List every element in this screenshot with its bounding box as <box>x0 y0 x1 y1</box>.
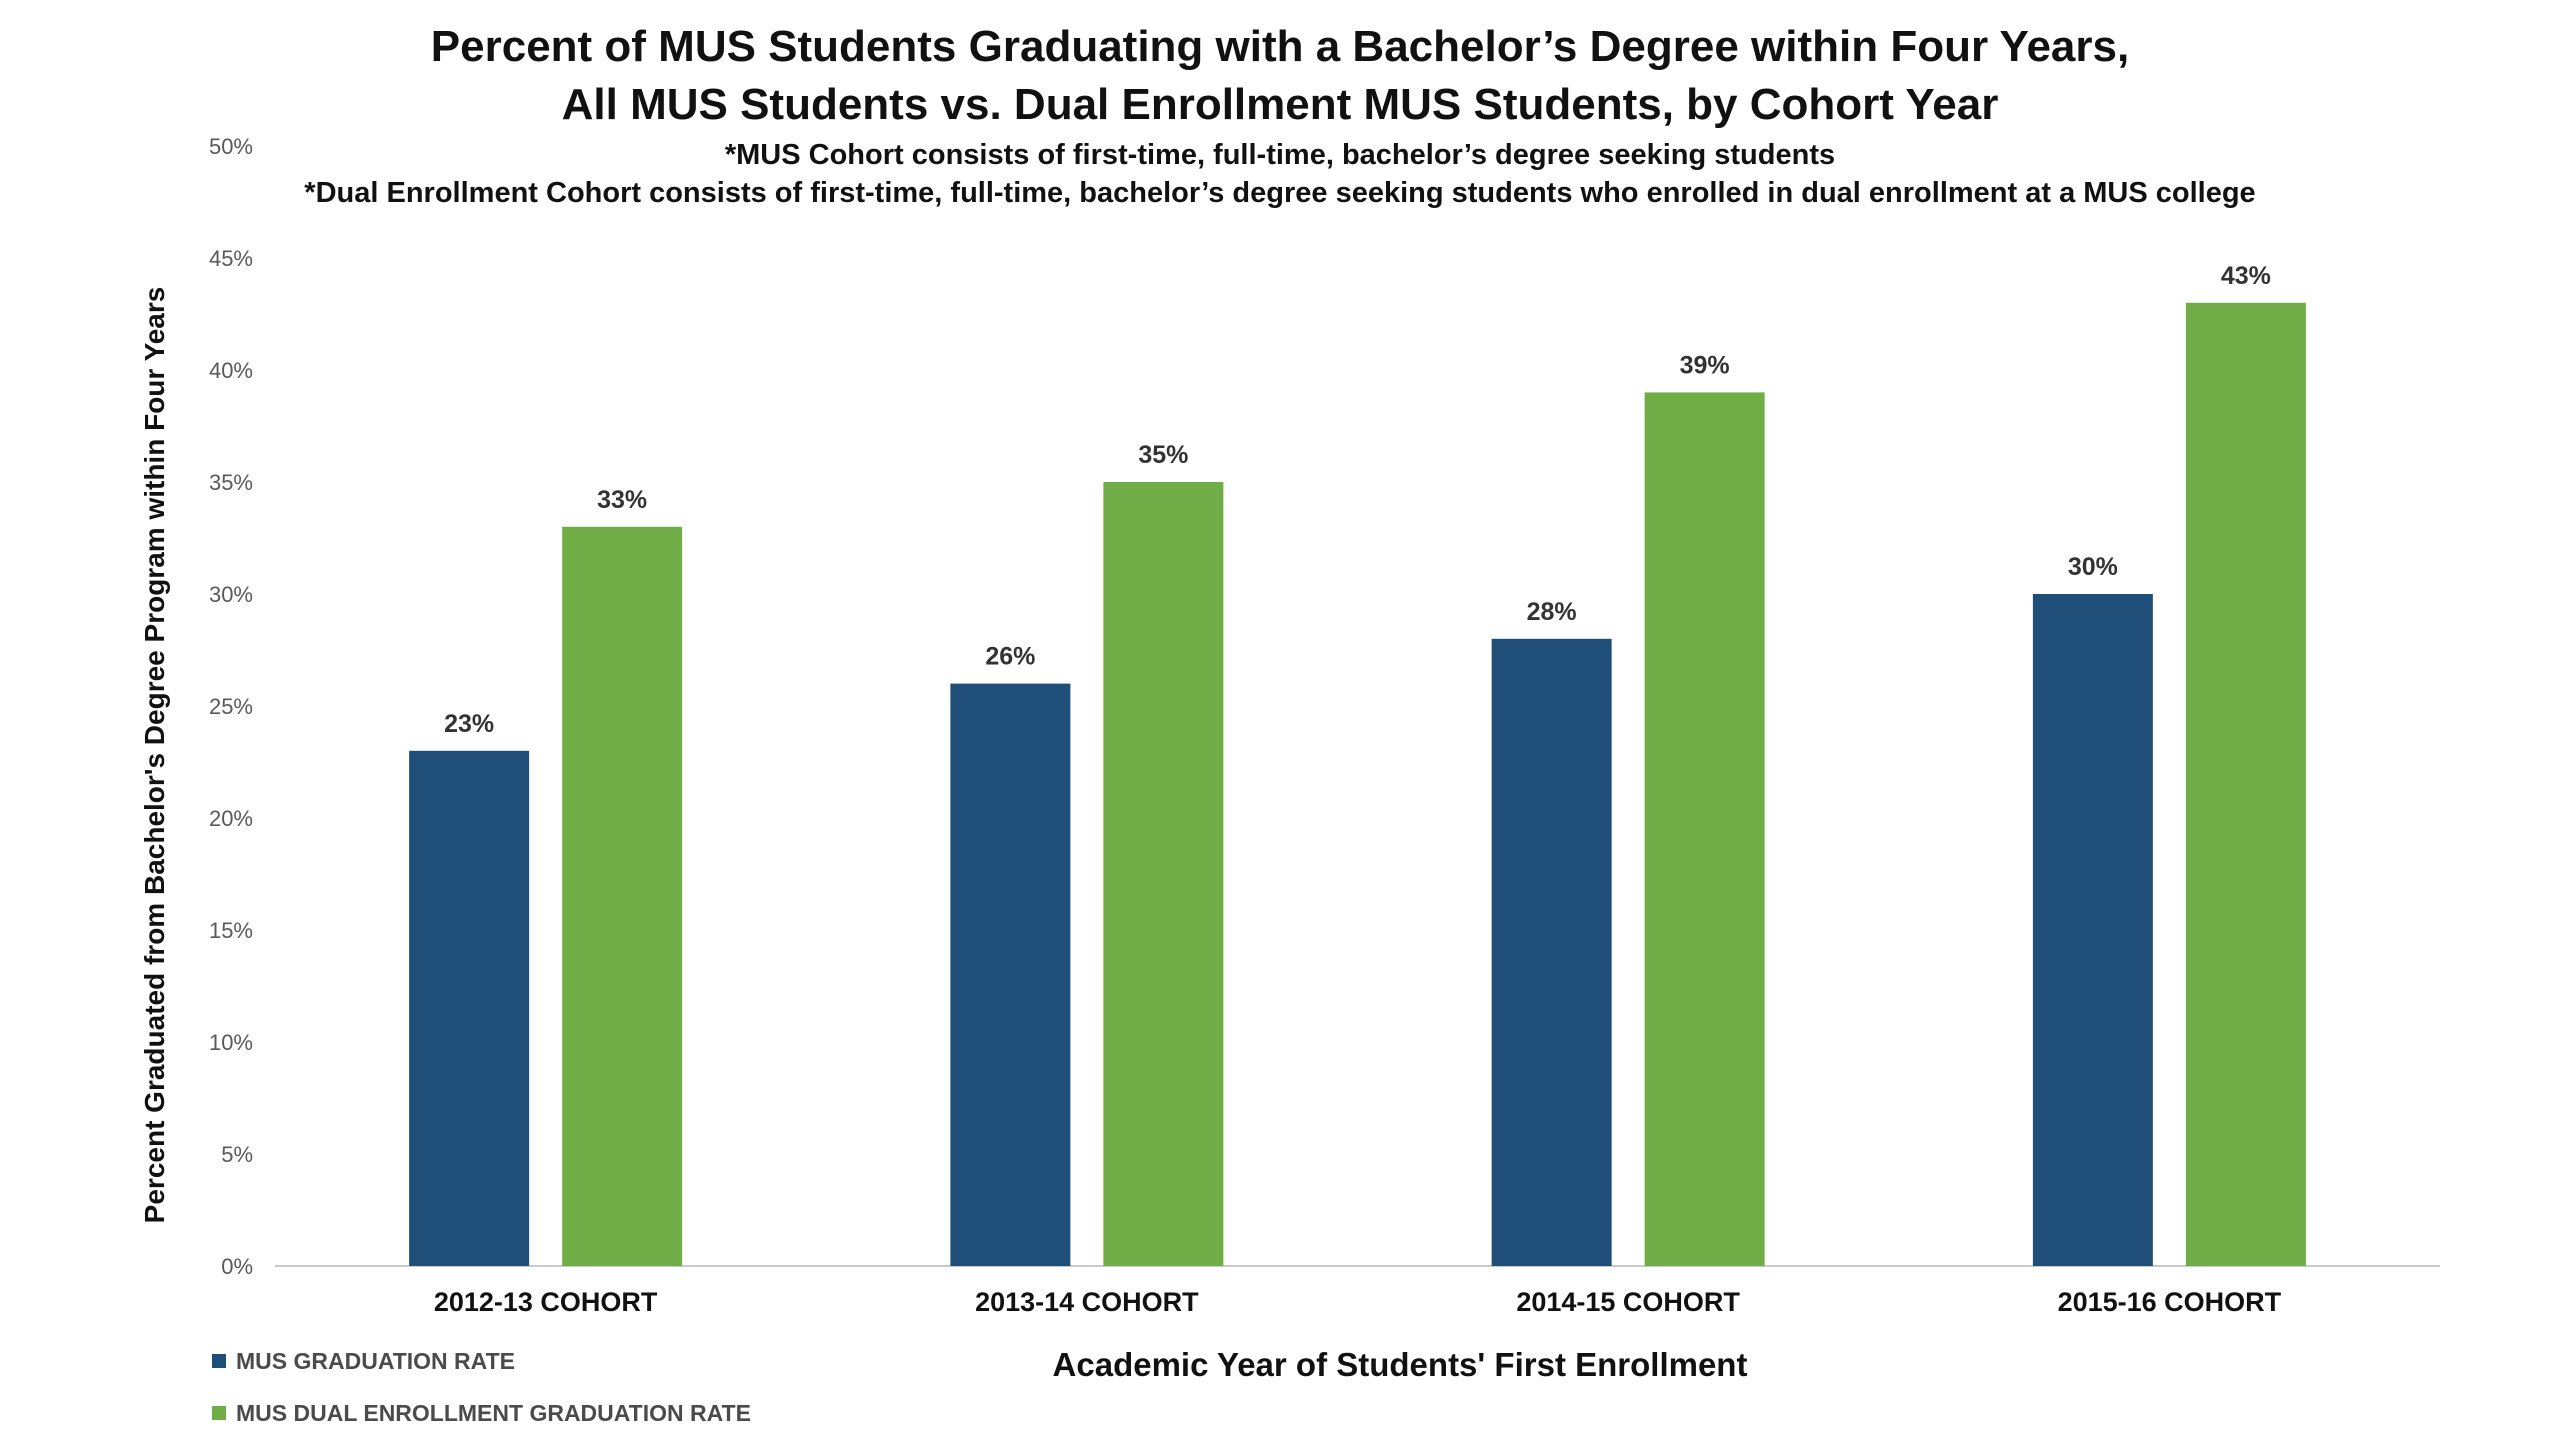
mus-graduation-rate-bar <box>409 750 530 1266</box>
x-tick-label: 2014-15 COHORT <box>1516 1287 1740 1317</box>
chart-title: Percent of MUS Students Graduating with … <box>0 18 2560 134</box>
mus-graduation-rate-bar <box>1491 638 1612 1266</box>
y-tick-label: 15% <box>209 918 253 943</box>
cohort-note-1: *MUS Cohort consists of first-time, full… <box>724 139 1836 171</box>
y-tick-label: 40% <box>209 358 253 383</box>
legend-item-mus-dual-enrollment-graduation-rate: MUS DUAL ENROLLMENT GRADUATION RATE <box>212 1387 751 1439</box>
mus-graduation-rate-data-label: 26% <box>985 643 1035 671</box>
mus-dual-enrollment-graduation-rate-data-label: 33% <box>597 486 647 514</box>
chart-title-line-2: All MUS Students vs. Dual Enrollment MUS… <box>561 80 1999 129</box>
mus-dual-enrollment-graduation-rate-bar <box>1103 482 1224 1266</box>
mus-dual-enrollment-graduation-rate-data-label: 43% <box>2221 262 2271 290</box>
y-tick-label: 50% <box>209 134 253 159</box>
y-axis-title: Percent Graduated from Bachelor's Degree… <box>139 286 170 1224</box>
y-tick-label: 35% <box>209 470 253 495</box>
y-tick-label: 5% <box>221 1142 253 1167</box>
mus-dual-enrollment-graduation-rate-data-label: 35% <box>1138 441 1188 469</box>
mus-graduation-rate-data-label: 30% <box>2068 553 2118 581</box>
y-tick-label: 0% <box>221 1254 253 1279</box>
mus-dual-enrollment-graduation-rate-bar <box>1644 392 1765 1266</box>
x-axis-title: Academic Year of Students' First Enrollm… <box>1052 1346 1748 1383</box>
mus-graduation-rate-data-label: 23% <box>444 710 494 738</box>
legend-label-mus-dual-enrollment-graduation-rate: MUS DUAL ENROLLMENT GRADUATION RATE <box>236 1400 751 1426</box>
mus-graduation-rate-data-label: 28% <box>1527 598 1577 626</box>
x-tick-label: 2015-16 COHORT <box>2058 1287 2282 1317</box>
legend-label-mus-graduation-rate: MUS GRADUATION RATE <box>236 1348 515 1374</box>
chart-title-line-1: Percent of MUS Students Graduating with … <box>430 22 2130 71</box>
y-tick-label: 25% <box>209 694 253 719</box>
mus-dual-enrollment-graduation-rate-data-label: 39% <box>1680 351 1730 379</box>
legend-swatch-mus-dual-enrollment-graduation-rate <box>212 1406 226 1420</box>
y-tick-label: 30% <box>209 582 253 607</box>
mus-dual-enrollment-graduation-rate-bar <box>2185 302 2306 1266</box>
mus-graduation-rate-bar <box>950 683 1071 1266</box>
x-tick-label: 2013-14 COHORT <box>975 1287 1199 1317</box>
y-tick-label: 10% <box>209 1030 253 1055</box>
cohort-note-2: *Dual Enrollment Cohort consists of firs… <box>304 177 2256 209</box>
mus-graduation-rate-bar <box>2032 594 2153 1266</box>
legend-swatch-mus-graduation-rate <box>212 1354 226 1368</box>
y-tick-label: 20% <box>209 806 253 831</box>
mus-dual-enrollment-graduation-rate-bar <box>562 526 683 1266</box>
legend-item-mus-graduation-rate: MUS GRADUATION RATE <box>212 1335 751 1387</box>
x-tick-label: 2012-13 COHORT <box>434 1287 658 1317</box>
y-tick-label: 45% <box>209 246 253 271</box>
chart-legend: MUS GRADUATION RATE MUS DUAL ENROLLMENT … <box>212 1335 751 1439</box>
